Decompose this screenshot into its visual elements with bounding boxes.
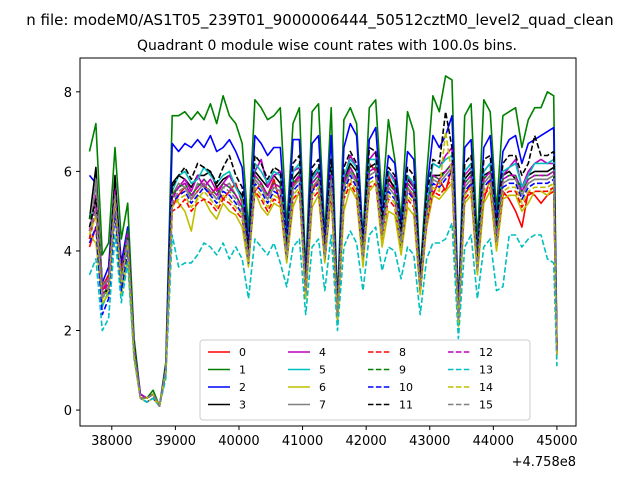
x-offset-label: +4.758e8 xyxy=(512,455,576,470)
chart-title: Quadrant 0 module wise count rates with … xyxy=(137,38,517,54)
y-tick-label: 2 xyxy=(64,325,72,340)
legend-label-13: 13 xyxy=(479,364,493,377)
legend-frame xyxy=(199,339,531,421)
legend-label-9: 9 xyxy=(399,364,406,377)
y-tick-label: 8 xyxy=(64,86,72,101)
legend-label-15: 15 xyxy=(479,399,493,412)
legend-label-6: 6 xyxy=(319,381,326,394)
x-tick-label: 39000 xyxy=(155,434,196,449)
series-layer xyxy=(88,75,558,407)
legend-label-11: 11 xyxy=(399,399,413,412)
legend-label-3: 3 xyxy=(239,399,246,412)
tick-layer: 38000 39000 40000 41000 42000 43000 44000 45000… xyxy=(64,86,578,449)
x-tick-label: 38000 xyxy=(91,434,132,449)
series-line-14 xyxy=(88,130,558,407)
legend-label-2: 2 xyxy=(239,381,246,394)
figure-suptitle: n file: modeM0/AS1T05_239T01_9000006444_… xyxy=(26,11,613,30)
y-tick-label: 0 xyxy=(64,404,72,419)
y-tick-label: 6 xyxy=(64,165,72,180)
x-tick-label: 44000 xyxy=(473,434,514,449)
x-tick-label: 40000 xyxy=(218,434,259,449)
legend-label-12: 12 xyxy=(479,346,493,359)
legend-label-5: 5 xyxy=(319,364,326,377)
x-tick-label: 41000 xyxy=(282,434,323,449)
series-line-15 xyxy=(88,166,558,407)
legend-label-10: 10 xyxy=(399,381,413,394)
legend-label-4: 4 xyxy=(319,346,326,359)
legend-label-0: 0 xyxy=(239,346,246,359)
legend-label-8: 8 xyxy=(399,346,406,359)
axes-frame xyxy=(79,57,577,427)
legend-label-1: 1 xyxy=(239,364,246,377)
x-tick-label: 45000 xyxy=(536,434,577,449)
y-tick-label: 4 xyxy=(64,245,72,260)
legend-label-14: 14 xyxy=(479,381,493,394)
legend-label-7: 7 xyxy=(319,399,326,412)
x-tick-label: 43000 xyxy=(409,434,450,449)
x-tick-label: 42000 xyxy=(345,434,386,449)
